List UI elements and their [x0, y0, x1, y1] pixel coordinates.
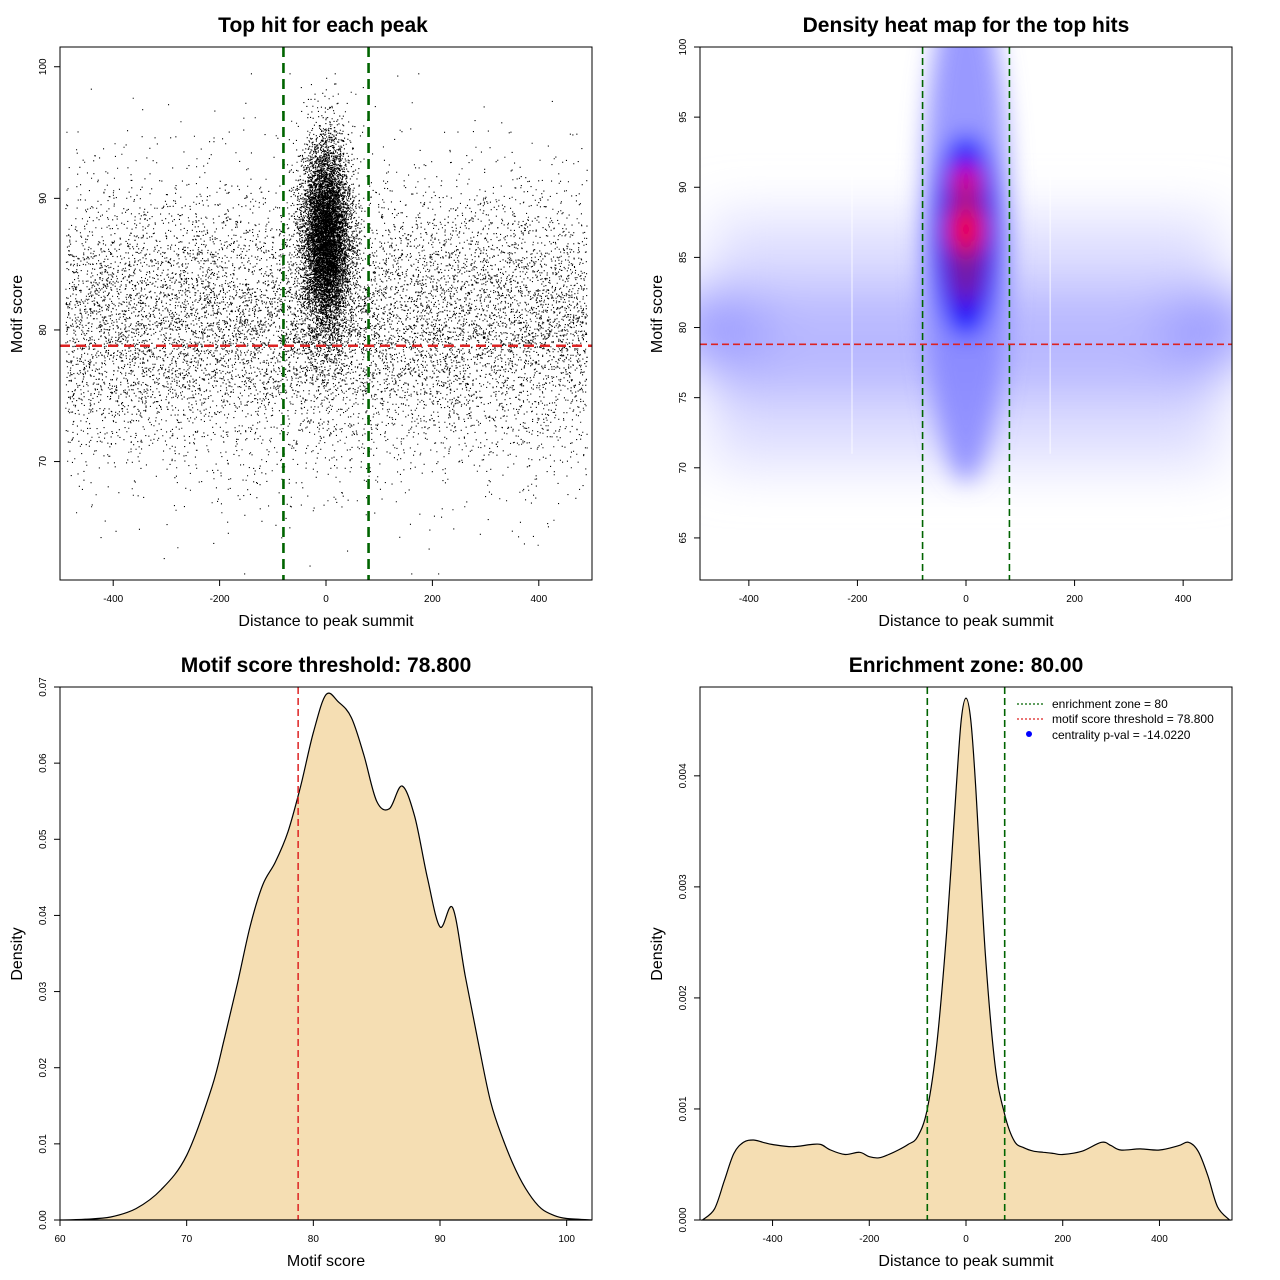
heatmap-hot-spot	[950, 207, 982, 252]
enrichment-axes: -400 -200 0 200 400 0.000 0.001 0.002 0.003 0.004	[678, 763, 1168, 1245]
scatter-panel: Top hit for each peak -400 -200 0 200 400 70 8…	[9, 14, 593, 630]
heatmap-x-tick-label: -400	[739, 594, 759, 605]
heatmap-y-tick-label: 90	[678, 181, 689, 193]
scatter-x-tick-label: -200	[210, 594, 230, 605]
score-density-x-tick-label: 100	[558, 1234, 575, 1245]
enrichment-y-label: Density	[649, 927, 666, 980]
scatter-y-tick-label: 80	[38, 324, 49, 336]
score-density-y-label: Density	[9, 927, 26, 980]
enrichment-y-tick-label: 0.003	[678, 874, 689, 899]
score-density-x-tick-label: 90	[434, 1234, 446, 1245]
score-density-title: Motif score threshold: 78.800	[181, 654, 472, 677]
heatmap-x-tick-label: -200	[847, 594, 867, 605]
heatmap-y-tick-label: 65	[678, 532, 689, 544]
heatmap-x-label: Distance to peak summit	[878, 613, 1054, 630]
scatter-title: Top hit for each peak	[218, 14, 428, 37]
score-density-axes: 60 70 80 90 100 0.00 0.01 0.02 0.03 0.04 0.05 0.06 0…	[38, 677, 575, 1245]
score-density-y-tick-label: 0.06	[38, 753, 49, 773]
scatter-x-tick-label: 400	[530, 594, 547, 605]
heatmap-title: Density heat map for the top hits	[803, 14, 1130, 37]
scatter-reference-lines	[60, 47, 592, 580]
scatter-x-tick-label: 200	[424, 594, 441, 605]
heatmap-y-tick-label: 85	[678, 251, 689, 263]
enrichment-y-tick-label: 0.000	[678, 1207, 689, 1232]
scatter-x-tick-label: 0	[323, 594, 329, 605]
heatmap-y-tick-label: 75	[678, 392, 689, 404]
heatmap-x-tick-label: 0	[963, 594, 969, 605]
heatmap-x-tick-label: 200	[1066, 594, 1083, 605]
score-density-y-tick-label: 0.05	[38, 829, 49, 849]
legend-threshold-label: motif score threshold = 78.800	[1052, 712, 1214, 726]
score-density-panel: Motif score threshold: 78.800 60 70 80 90 10…	[9, 654, 593, 1270]
heatmap-y-label: Motif score	[649, 275, 666, 353]
heatmap-density	[700, 47, 1232, 482]
heatmap-y-tick-label: 70	[678, 462, 689, 474]
legend-pval-label: centrality p-val = -14.0220	[1052, 728, 1191, 742]
heatmap-y-tick-label: 95	[678, 111, 689, 123]
enrichment-panel: Enrichment zone: 80.00 -400 -200 0 200 400 0.…	[649, 654, 1233, 1270]
enrichment-x-label: Distance to peak summit	[878, 1253, 1054, 1270]
enrichment-title: Enrichment zone: 80.00	[849, 654, 1084, 677]
heatmap-edge-blob	[1160, 289, 1232, 366]
enrichment-x-tick-label: -400	[763, 1234, 783, 1245]
scatter-y-tick-label: 70	[38, 456, 49, 468]
legend-pval-point	[1026, 731, 1032, 737]
heatmap-x-tick-label: 400	[1175, 594, 1192, 605]
score-density-y-tick-label: 0.01	[38, 1134, 49, 1154]
heatmap-hot-spot	[953, 167, 979, 194]
score-density-x-tick-label: 60	[54, 1234, 66, 1245]
enrichment-reference-lines	[926, 687, 1006, 1220]
heatmap-y-tick-label: 80	[678, 322, 689, 334]
heatmap-axes: -400 -200 0 200 400 65 70 75 80 85 90 95 100	[678, 38, 1192, 605]
score-density-x-label: Motif score	[287, 1253, 365, 1270]
scatter-points	[65, 73, 588, 575]
heatmap-reference-lines	[700, 47, 1232, 580]
enrichment-x-tick-label: 0	[963, 1234, 969, 1245]
scatter-y-tick-label: 100	[38, 58, 49, 75]
score-density-plot-frame	[59, 686, 593, 1221]
heatmap-edge-blob	[700, 289, 767, 366]
scatter-x-label: Distance to peak summit	[238, 613, 414, 630]
heatmap-central-column	[922, 47, 1010, 482]
enrichment-y-tick-label: 0.004	[678, 763, 689, 788]
scatter-axes: -400 -200 0 200 400 70 80 90 100	[38, 58, 548, 605]
scatter-y-tick-label: 90	[38, 192, 49, 204]
score-density-x-tick-label: 80	[308, 1234, 320, 1245]
score-density-x-tick-label: 70	[181, 1234, 193, 1245]
enrichment-y-tick-label: 0.002	[678, 985, 689, 1010]
scatter-y-label: Motif score	[9, 275, 26, 353]
enrichment-legend: enrichment zone = 80 motif score thresho…	[1017, 697, 1214, 742]
enrichment-x-tick-label: 200	[1054, 1234, 1071, 1245]
scatter-point-cloud	[65, 73, 588, 575]
scatter-x-tick-label: -400	[103, 594, 123, 605]
enrichment-y-tick-label: 0.001	[678, 1096, 689, 1121]
heatmap-panel: Density heat map for the top hits -400 -2…	[649, 14, 1233, 630]
enrichment-x-tick-label: -200	[859, 1234, 879, 1245]
score-density-y-tick-label: 0.02	[38, 1058, 49, 1078]
score-density-y-tick-label: 0.03	[38, 981, 49, 1001]
score-density-y-tick-label: 0.07	[38, 677, 49, 697]
enrichment-x-tick-label: 400	[1151, 1234, 1168, 1245]
score-density-y-tick-label: 0.04	[38, 905, 49, 925]
enrichment-density-area	[700, 697, 1231, 1221]
score-density-y-tick-label: 0.00	[38, 1210, 49, 1230]
heatmap-y-tick-label: 100	[678, 38, 689, 55]
legend-enrichment-label: enrichment zone = 80	[1052, 697, 1168, 711]
score-density-area	[59, 692, 593, 1221]
